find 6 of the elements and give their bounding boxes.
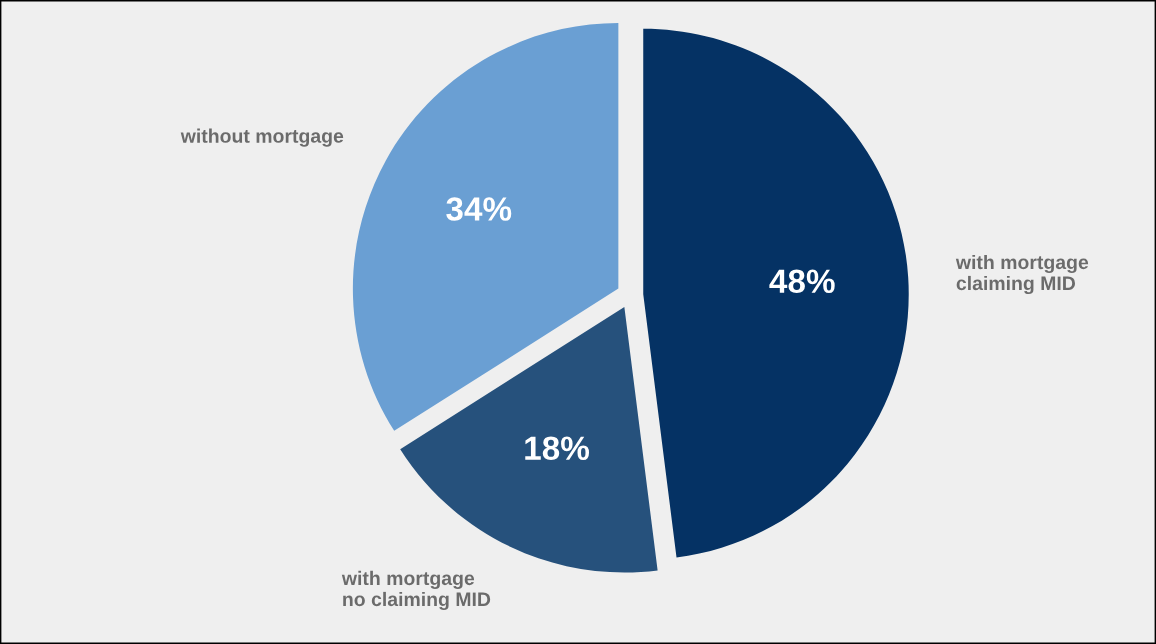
slice-label: without mortgage [180, 128, 344, 147]
data-label: 48% [769, 269, 835, 294]
data-label: 34% [446, 197, 512, 221]
slice-label: with mortgage no claiming MID [341, 570, 491, 611]
slice-label: with mortgage claiming MID [955, 254, 1089, 295]
data-label: 18% [525, 436, 590, 461]
